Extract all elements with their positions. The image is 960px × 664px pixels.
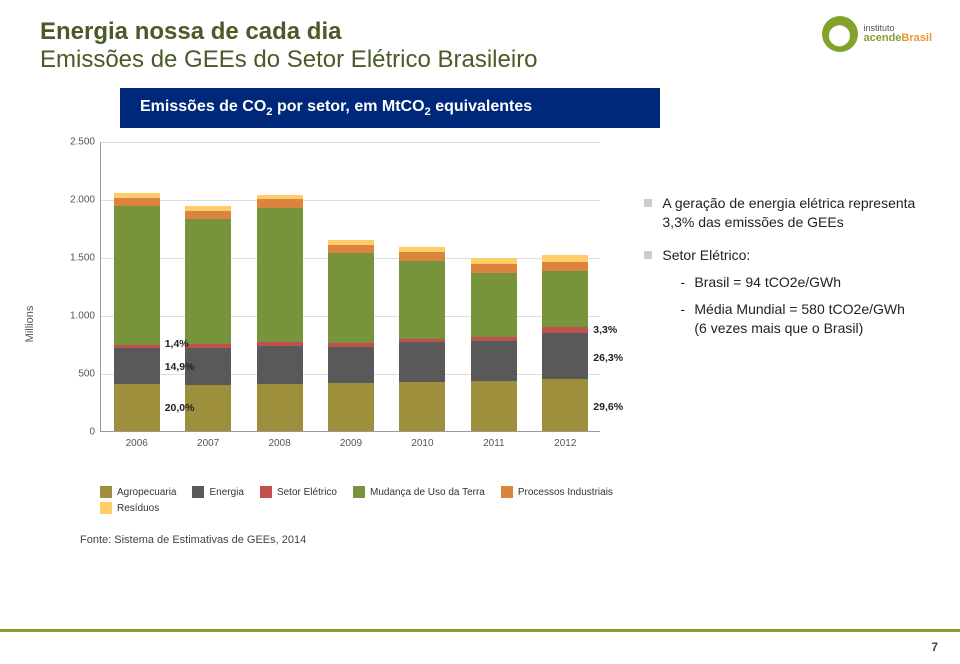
- bar-segment: [185, 219, 231, 344]
- legend-label: Processos Industriais: [518, 487, 613, 498]
- bar: [114, 193, 160, 431]
- bar: [542, 255, 588, 431]
- bar-segment: [114, 348, 160, 383]
- bar-segment: [114, 206, 160, 345]
- legend-swatch-icon: [260, 486, 272, 498]
- bar: [471, 258, 517, 431]
- bar: [399, 247, 445, 431]
- logo-mark-icon: ⬤: [822, 16, 858, 52]
- legend-item: Resíduos: [100, 502, 159, 514]
- bar-segment: [328, 245, 374, 253]
- pct-label: 20,0%: [165, 402, 195, 414]
- logo-text: instituto acendeBrasil: [864, 24, 933, 44]
- chart-legend: Agropecuaria Energia Setor Elétrico Mudança…: [100, 486, 620, 514]
- bar-segment: [399, 261, 445, 339]
- page-number: 7: [931, 640, 938, 654]
- bar-segment: [471, 381, 517, 431]
- legend-label: Agropecuaria: [117, 487, 176, 498]
- source-note: Fonte: Sistema de Estimativas de GEEs, 2…: [80, 534, 920, 546]
- legend-label: Mudança de Uso da Terra: [370, 487, 485, 498]
- xtick-label: 2008: [268, 438, 290, 449]
- bar-segment: [542, 333, 588, 379]
- page-title-line1: Energia nossa de cada dia: [40, 18, 920, 46]
- ytick-label: 2.000: [53, 195, 95, 206]
- bar-segment: [185, 211, 231, 219]
- legend-swatch-icon: [192, 486, 204, 498]
- bar-segment: [114, 198, 160, 206]
- pct-label: 29,6%: [593, 401, 623, 413]
- chart-banner: Emissões de CO2 por setor, em MtCO2 equi…: [120, 88, 660, 128]
- logo-brand-1: acende: [864, 32, 902, 44]
- bar-segment: [399, 252, 445, 261]
- bar-segment: [328, 347, 374, 384]
- legend-label: Setor Elétrico: [277, 487, 337, 498]
- bar-segment: [542, 379, 588, 431]
- emissions-chart: Millions 05001.0001.5002.0002.5002006200…: [40, 134, 626, 514]
- legend-label: Resíduos: [117, 503, 159, 514]
- bar-segment: [542, 271, 588, 327]
- bar-segment: [471, 341, 517, 381]
- xtick-label: 2006: [126, 438, 148, 449]
- legend-swatch-icon: [100, 502, 112, 514]
- xtick-label: 2012: [554, 438, 576, 449]
- bar: [185, 206, 231, 431]
- bullet-2a: Brasil = 94 tCO2e/GWh: [680, 273, 920, 292]
- legend-item: Processos Industriais: [501, 486, 613, 498]
- pct-label: 14,9%: [165, 361, 195, 373]
- page-title-line2: Emissões de GEEs do Setor Elétrico Brasi…: [40, 46, 920, 74]
- bar-segment: [257, 199, 303, 207]
- legend-item: Energia: [192, 486, 243, 498]
- legend-swatch-icon: [501, 486, 513, 498]
- xtick-label: 2010: [411, 438, 433, 449]
- logo-brand-2: Brasil: [901, 32, 932, 44]
- bar-segment: [257, 384, 303, 431]
- bullet-2-label: Setor Elétrico:: [662, 247, 750, 263]
- bar-segment: [471, 273, 517, 338]
- ytick-label: 2.500: [53, 137, 95, 148]
- pct-label: 3,3%: [593, 324, 617, 336]
- xtick-label: 2009: [340, 438, 362, 449]
- legend-label: Energia: [209, 487, 243, 498]
- bar-segment: [114, 384, 160, 432]
- bar-segment: [399, 342, 445, 381]
- ytick-label: 0: [53, 427, 95, 438]
- ytick-label: 500: [53, 369, 95, 380]
- legend-swatch-icon: [100, 486, 112, 498]
- bar-segment: [542, 262, 588, 271]
- ytick-label: 1.500: [53, 253, 95, 264]
- bar-segment: [328, 253, 374, 343]
- bar-segment: [257, 208, 303, 343]
- bullet-2: Setor Elétrico: Brasil = 94 tCO2e/GWh Mé…: [644, 246, 920, 338]
- bar: [328, 240, 374, 431]
- brand-logo: ⬤ instituto acendeBrasil: [822, 16, 933, 52]
- ytick-label: 1.000: [53, 311, 95, 322]
- legend-swatch-icon: [353, 486, 365, 498]
- legend-item: Agropecuaria: [100, 486, 176, 498]
- bar-segment: [257, 346, 303, 384]
- pct-label: 1,4%: [165, 338, 189, 350]
- side-notes: A geração de energia elétrica representa…: [626, 134, 920, 351]
- xtick-label: 2011: [483, 438, 505, 449]
- xtick-label: 2007: [197, 438, 219, 449]
- bar-segment: [328, 383, 374, 431]
- bar: [257, 195, 303, 431]
- bar-segment: [471, 264, 517, 273]
- bar-segment: [542, 255, 588, 262]
- bullet-1: A geração de energia elétrica representa…: [644, 194, 920, 232]
- pct-label: 26,3%: [593, 352, 623, 364]
- bar-segment: [399, 382, 445, 431]
- footer-divider: [0, 629, 960, 632]
- bullet-2b: Média Mundial = 580 tCO2e/GWh (6 vezes m…: [680, 300, 920, 338]
- legend-item: Mudança de Uso da Terra: [353, 486, 485, 498]
- legend-item: Setor Elétrico: [260, 486, 337, 498]
- yaxis-label: Millions: [24, 306, 36, 343]
